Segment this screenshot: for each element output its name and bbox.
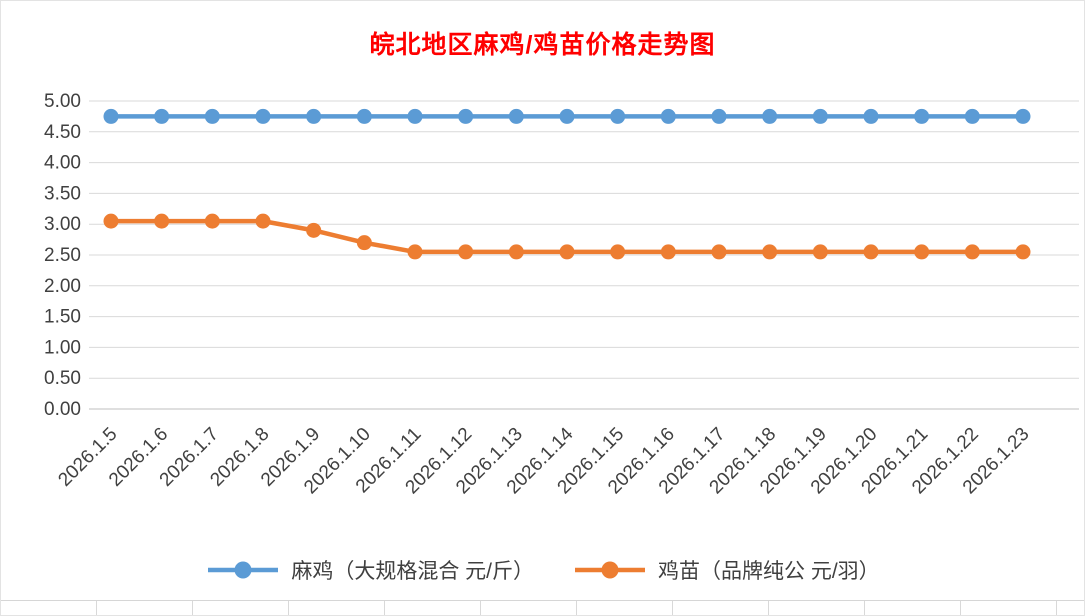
chick-legend-marker (601, 561, 619, 579)
svg-text:4.50: 4.50 (44, 122, 81, 143)
chart-title: 皖北地区麻鸡/鸡苗价格走势图 (369, 31, 716, 59)
spreadsheet-cells-strip (1, 600, 1084, 615)
legend-item-chick: 鸡苗（品牌纯公 元/羽） (572, 555, 880, 585)
svg-text:2.00: 2.00 (44, 276, 81, 297)
svg-text:0.00: 0.00 (44, 399, 81, 420)
series-chick (103, 213, 1031, 260)
svg-text:5.00: 5.00 (44, 91, 81, 112)
machicken-legend-marker (234, 561, 252, 579)
series-machicken (103, 108, 1031, 124)
y-axis-labels: 0.00 0.50 1.00 1.50 2.00 2.50 3.00 3.50 4.00 4.50… (44, 91, 81, 420)
x-axis-labels: 2026.1.52026.1.62026.1.72026.1.82026.1.9… (54, 423, 1033, 498)
svg-text:0.50: 0.50 (44, 368, 81, 389)
legend-label-machicken: 麻鸡（大规格混合 元/斤） (291, 560, 534, 583)
legend: 麻鸡（大规格混合 元/斤） 鸡苗（品牌纯公 元/羽） (1, 551, 1084, 589)
chick-series-icon (575, 561, 645, 579)
svg-text:3.50: 3.50 (44, 183, 81, 204)
machicken-series-icon (208, 561, 279, 579)
svg-text:2.50: 2.50 (44, 245, 81, 266)
gridlines (89, 100, 1079, 410)
legend-item-machicken: 麻鸡（大规格混合 元/斤） (205, 555, 534, 585)
legend-label-chick: 鸡苗（品牌纯公 元/羽） (658, 560, 880, 583)
svg-text:3.00: 3.00 (44, 214, 81, 235)
svg-text:4.00: 4.00 (44, 153, 81, 174)
svg-text:1.50: 1.50 (44, 307, 81, 328)
svg-text:1.00: 1.00 (44, 337, 81, 358)
